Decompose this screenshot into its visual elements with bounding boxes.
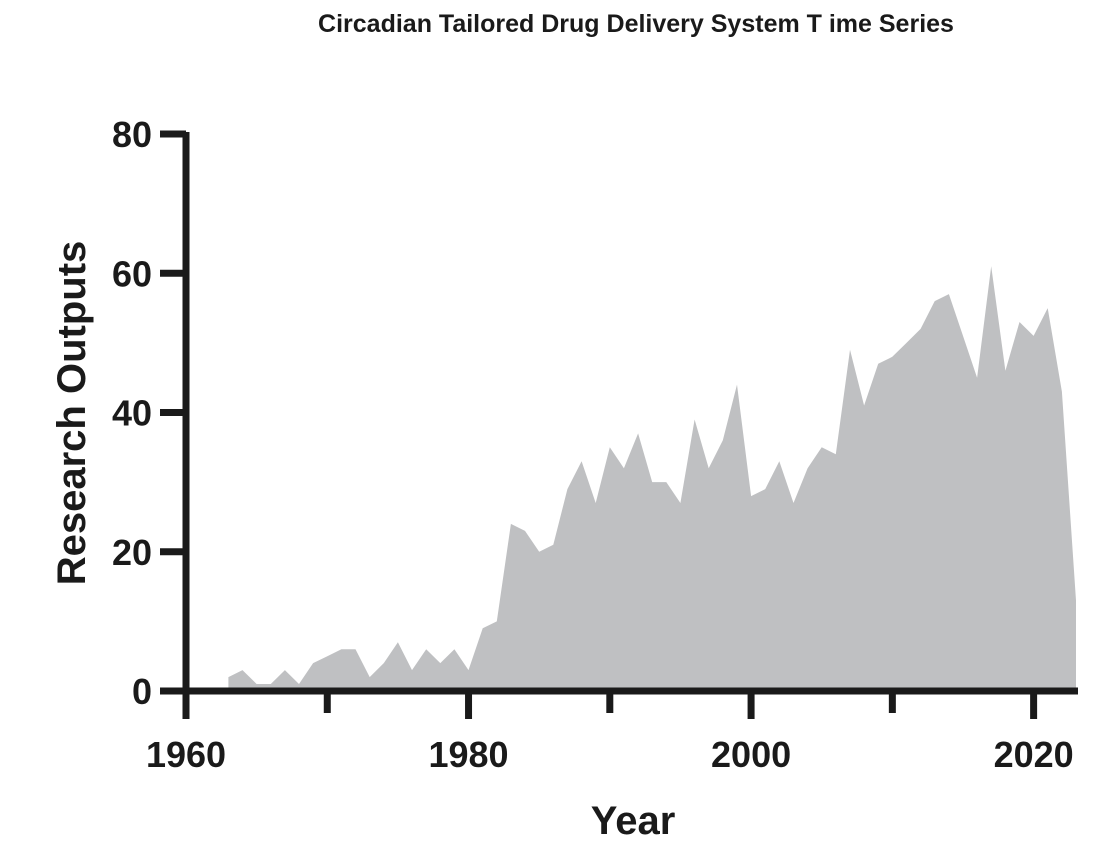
x-tick-label: 2020	[994, 734, 1074, 775]
chart-title: Circadian Tailored Drug Delivery System …	[318, 10, 954, 38]
x-tick-label: 1960	[146, 734, 226, 775]
y-tick-label: 0	[132, 671, 152, 712]
x-axis-label: Year	[591, 799, 676, 843]
x-tick-label: 2000	[711, 734, 791, 775]
area-series	[228, 266, 1076, 691]
x-ticks: 1960 1980 2000 2020	[146, 691, 1074, 775]
y-tick-label: 20	[112, 532, 152, 573]
y-tick-label: 60	[112, 253, 152, 294]
y-axis-label: Research Outputs	[50, 241, 94, 586]
x-tick-label: 1980	[428, 734, 508, 775]
y-tick-label: 40	[112, 393, 152, 434]
y-ticks: 0 20 40 60 80	[112, 114, 186, 712]
y-tick-label: 80	[112, 114, 152, 155]
area-layer	[228, 266, 1076, 691]
